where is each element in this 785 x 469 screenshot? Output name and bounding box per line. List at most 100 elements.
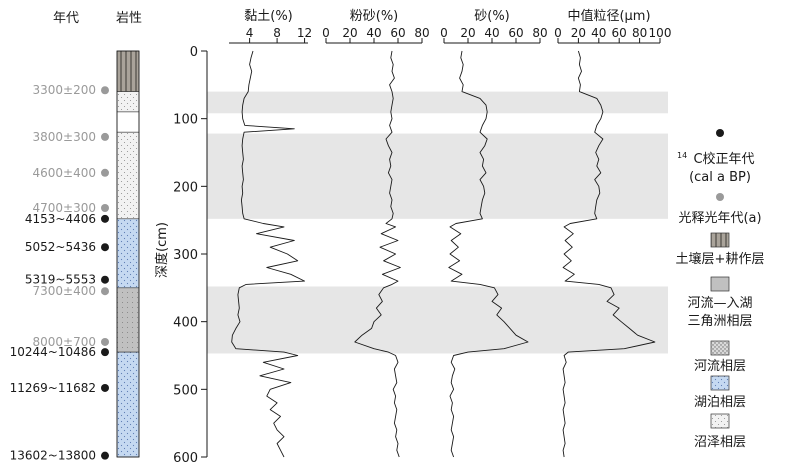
lithology-column (116, 50, 140, 458)
age-label: 4153~4406 (25, 212, 96, 226)
legend-osl-dot (716, 193, 724, 201)
legend-label-swamp: 沼泽相层 (694, 435, 746, 450)
age-label: 5052~5436 (25, 240, 96, 254)
age-label: 8000±700 (33, 335, 97, 349)
age-label: 7300±400 (33, 284, 97, 298)
osl-age-dot (101, 132, 109, 141)
legend-swatch-delta (710, 276, 730, 292)
c14-age-dot (101, 348, 109, 357)
panel-sand: 砂(%) 0 20 40 60 80 (440, 9, 548, 458)
legend-label-soil: 土壤层+耕作层 (676, 251, 765, 267)
series-line-clay (231, 50, 306, 458)
panel-tick-label: 100 (649, 26, 672, 40)
lithology-frame (116, 50, 140, 458)
depth-tick-label: 600 (173, 451, 198, 466)
lithology-unit-swamp (116, 91, 140, 113)
osl-age-dot (101, 337, 109, 346)
lithology-unit-lake (116, 351, 140, 458)
legend-osl-label: 光释光年代(a) (678, 211, 761, 226)
legend-label-river: 河流相层 (694, 359, 746, 374)
panel-tick-label: 80 (414, 26, 429, 40)
shaded-band (207, 91, 668, 114)
age-column-header: 年代 (53, 11, 79, 26)
depth-tick-label: 500 (173, 383, 198, 398)
depth-tick-label: 100 (173, 113, 198, 128)
panel-tick-label: 60 (612, 26, 627, 40)
shaded-depth-bands (207, 91, 668, 354)
osl-age-dot (101, 86, 109, 95)
legend-c14-dot (716, 129, 724, 137)
panel-tick-label: 0 (322, 26, 330, 40)
osl-age-dot (101, 287, 109, 296)
osl-age-dot (101, 168, 109, 177)
depth-tick-label: 0 (190, 45, 198, 60)
panel-tick-label: 80 (532, 26, 547, 40)
legend-swatch-river (710, 340, 730, 356)
depth-tick-label: 300 (173, 248, 198, 263)
panel-tick-label: 40 (591, 26, 606, 40)
c14-age-dot (101, 243, 109, 252)
depth-tick-label: 400 (173, 316, 198, 331)
panel-tick-label: 60 (508, 26, 523, 40)
series-line-sand (448, 50, 529, 458)
c14-age-dot (101, 451, 109, 460)
panel-tick-label: 60 (390, 26, 405, 40)
lithology-unit-lake (116, 218, 140, 289)
panel-tick-label: 0 (440, 26, 448, 40)
legend-c14-label: C校正年代 (693, 151, 754, 167)
legend-c14-unit: (cal a BP) (689, 170, 751, 185)
legend-label-delta-2: 三角洲相层 (687, 314, 752, 329)
legend-label-lake: 湖泊相层 (694, 395, 746, 410)
osl-age-dot (101, 203, 109, 212)
legend-swatch-soil (710, 232, 730, 248)
age-label: 13602~13800 (10, 449, 96, 463)
panel-tick-label: 20 (571, 26, 586, 40)
lithology-unit-soil (116, 50, 140, 92)
c14-age-dot (101, 383, 109, 392)
legend-c14-sup: 14 (677, 151, 687, 160)
lithology-unit-swamp (116, 131, 140, 220)
panel-tick-label: 12 (297, 26, 312, 40)
legend: 14 C校正年代 (cal a BP) 光释光年代(a) 土壤层+耕作层河流—入湖河流相… (676, 129, 765, 450)
age-label: 3800±300 (33, 130, 97, 144)
c14-age-dot (101, 214, 109, 223)
shaded-band (207, 286, 668, 354)
lithology-column-header: 岩性 (116, 11, 142, 26)
legend-swatch-swamp (710, 413, 730, 429)
panel-tick-label: 40 (366, 26, 381, 40)
panel-clay: 黏土(%) 4 8 12 (229, 8, 312, 458)
panel-tick-label: 4 (246, 26, 254, 40)
c14-age-dot (101, 275, 109, 284)
legend-label-delta: 河流—入湖 (687, 296, 752, 311)
age-label: 10244~10486 (10, 345, 96, 359)
panel-tick-label: 20 (342, 26, 357, 40)
lithology-unit-delta (116, 287, 140, 353)
age-label: 3300±200 (33, 83, 97, 97)
age-label: 4700±300 (33, 201, 97, 215)
legend-swatch-lake (710, 375, 730, 391)
panel-title-median: 中值粒径(μm) (567, 8, 650, 24)
age-label: 5319~5553 (25, 273, 96, 287)
series-line-median (562, 50, 656, 458)
series-line-silt (354, 50, 401, 458)
lithology-unit-blank (116, 111, 140, 133)
panel-title-sand: 砂(%) (474, 9, 510, 24)
panel-tick-label: 8 (273, 26, 281, 40)
panel-tick-label: 20 (460, 26, 475, 40)
panel-tick-label: 0 (554, 26, 562, 40)
shaded-band (207, 133, 668, 219)
panel-title-clay: 黏土(%) (244, 8, 293, 24)
panel-tick-label: 40 (484, 26, 499, 40)
panel-title-silt: 粉砂(%) (350, 9, 399, 24)
depth-axis-label: 深度(cm) (154, 222, 170, 278)
panel-silt: 粉砂(%) 0 20 40 60 80 (322, 9, 430, 458)
age-label: 4600±400 (33, 166, 97, 180)
age-label: 11269~11682 (10, 381, 96, 395)
depth-tick-label: 200 (173, 180, 198, 195)
panel-median: 中值粒径(μm) 0 20 40 60 80 100 (554, 8, 672, 458)
depth-axis: 0 100 200 300 400 500 600 (173, 45, 208, 466)
age-labels: 3300±200 3800±300 4600±400 4700±3004153~440… (10, 83, 109, 463)
panel-tick-label: 80 (632, 26, 647, 40)
